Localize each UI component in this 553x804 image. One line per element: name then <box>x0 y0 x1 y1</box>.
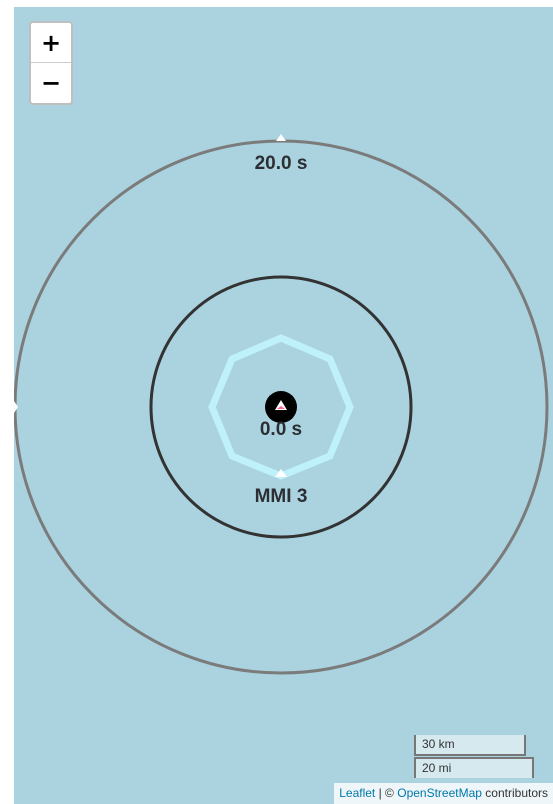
epicenter-inner-icon <box>277 406 285 409</box>
scale-imperial: 20 mi <box>414 757 534 778</box>
osm-link[interactable]: OpenStreetMap <box>397 786 482 800</box>
zoom-control: + − <box>29 21 73 105</box>
map-scale: 30 km 20 mi <box>414 735 534 778</box>
zoom-in-button[interactable]: + <box>31 23 71 63</box>
center-time-label: 0.0 s <box>260 419 302 440</box>
leaflet-link[interactable]: Leaflet <box>339 786 376 800</box>
epicenter-marker[interactable] <box>265 391 297 423</box>
outer-ring-label: 20.0 s <box>255 153 308 174</box>
attribution-separator: | © <box>378 786 394 800</box>
map-attribution: Leaflet | © OpenStreetMap contributors <box>334 783 553 804</box>
map-viewport[interactable]: 20.0 s 0.0 s MMI 3 + − 30 km 20 mi Leafl… <box>14 7 553 804</box>
attribution-suffix: contributors <box>485 786 548 800</box>
outer-ring-marker <box>276 134 286 141</box>
map-canvas[interactable]: 20.0 s 0.0 s MMI 3 <box>14 7 553 804</box>
left-ring-marker <box>14 401 18 413</box>
mmi-ring-marker <box>275 469 287 477</box>
epicenter-star-icon <box>275 400 287 410</box>
mmi-ring-label: MMI 3 <box>255 486 308 507</box>
scale-metric: 30 km <box>414 735 526 756</box>
zoom-out-button[interactable]: − <box>31 63 71 103</box>
mmi-ring <box>149 275 413 539</box>
